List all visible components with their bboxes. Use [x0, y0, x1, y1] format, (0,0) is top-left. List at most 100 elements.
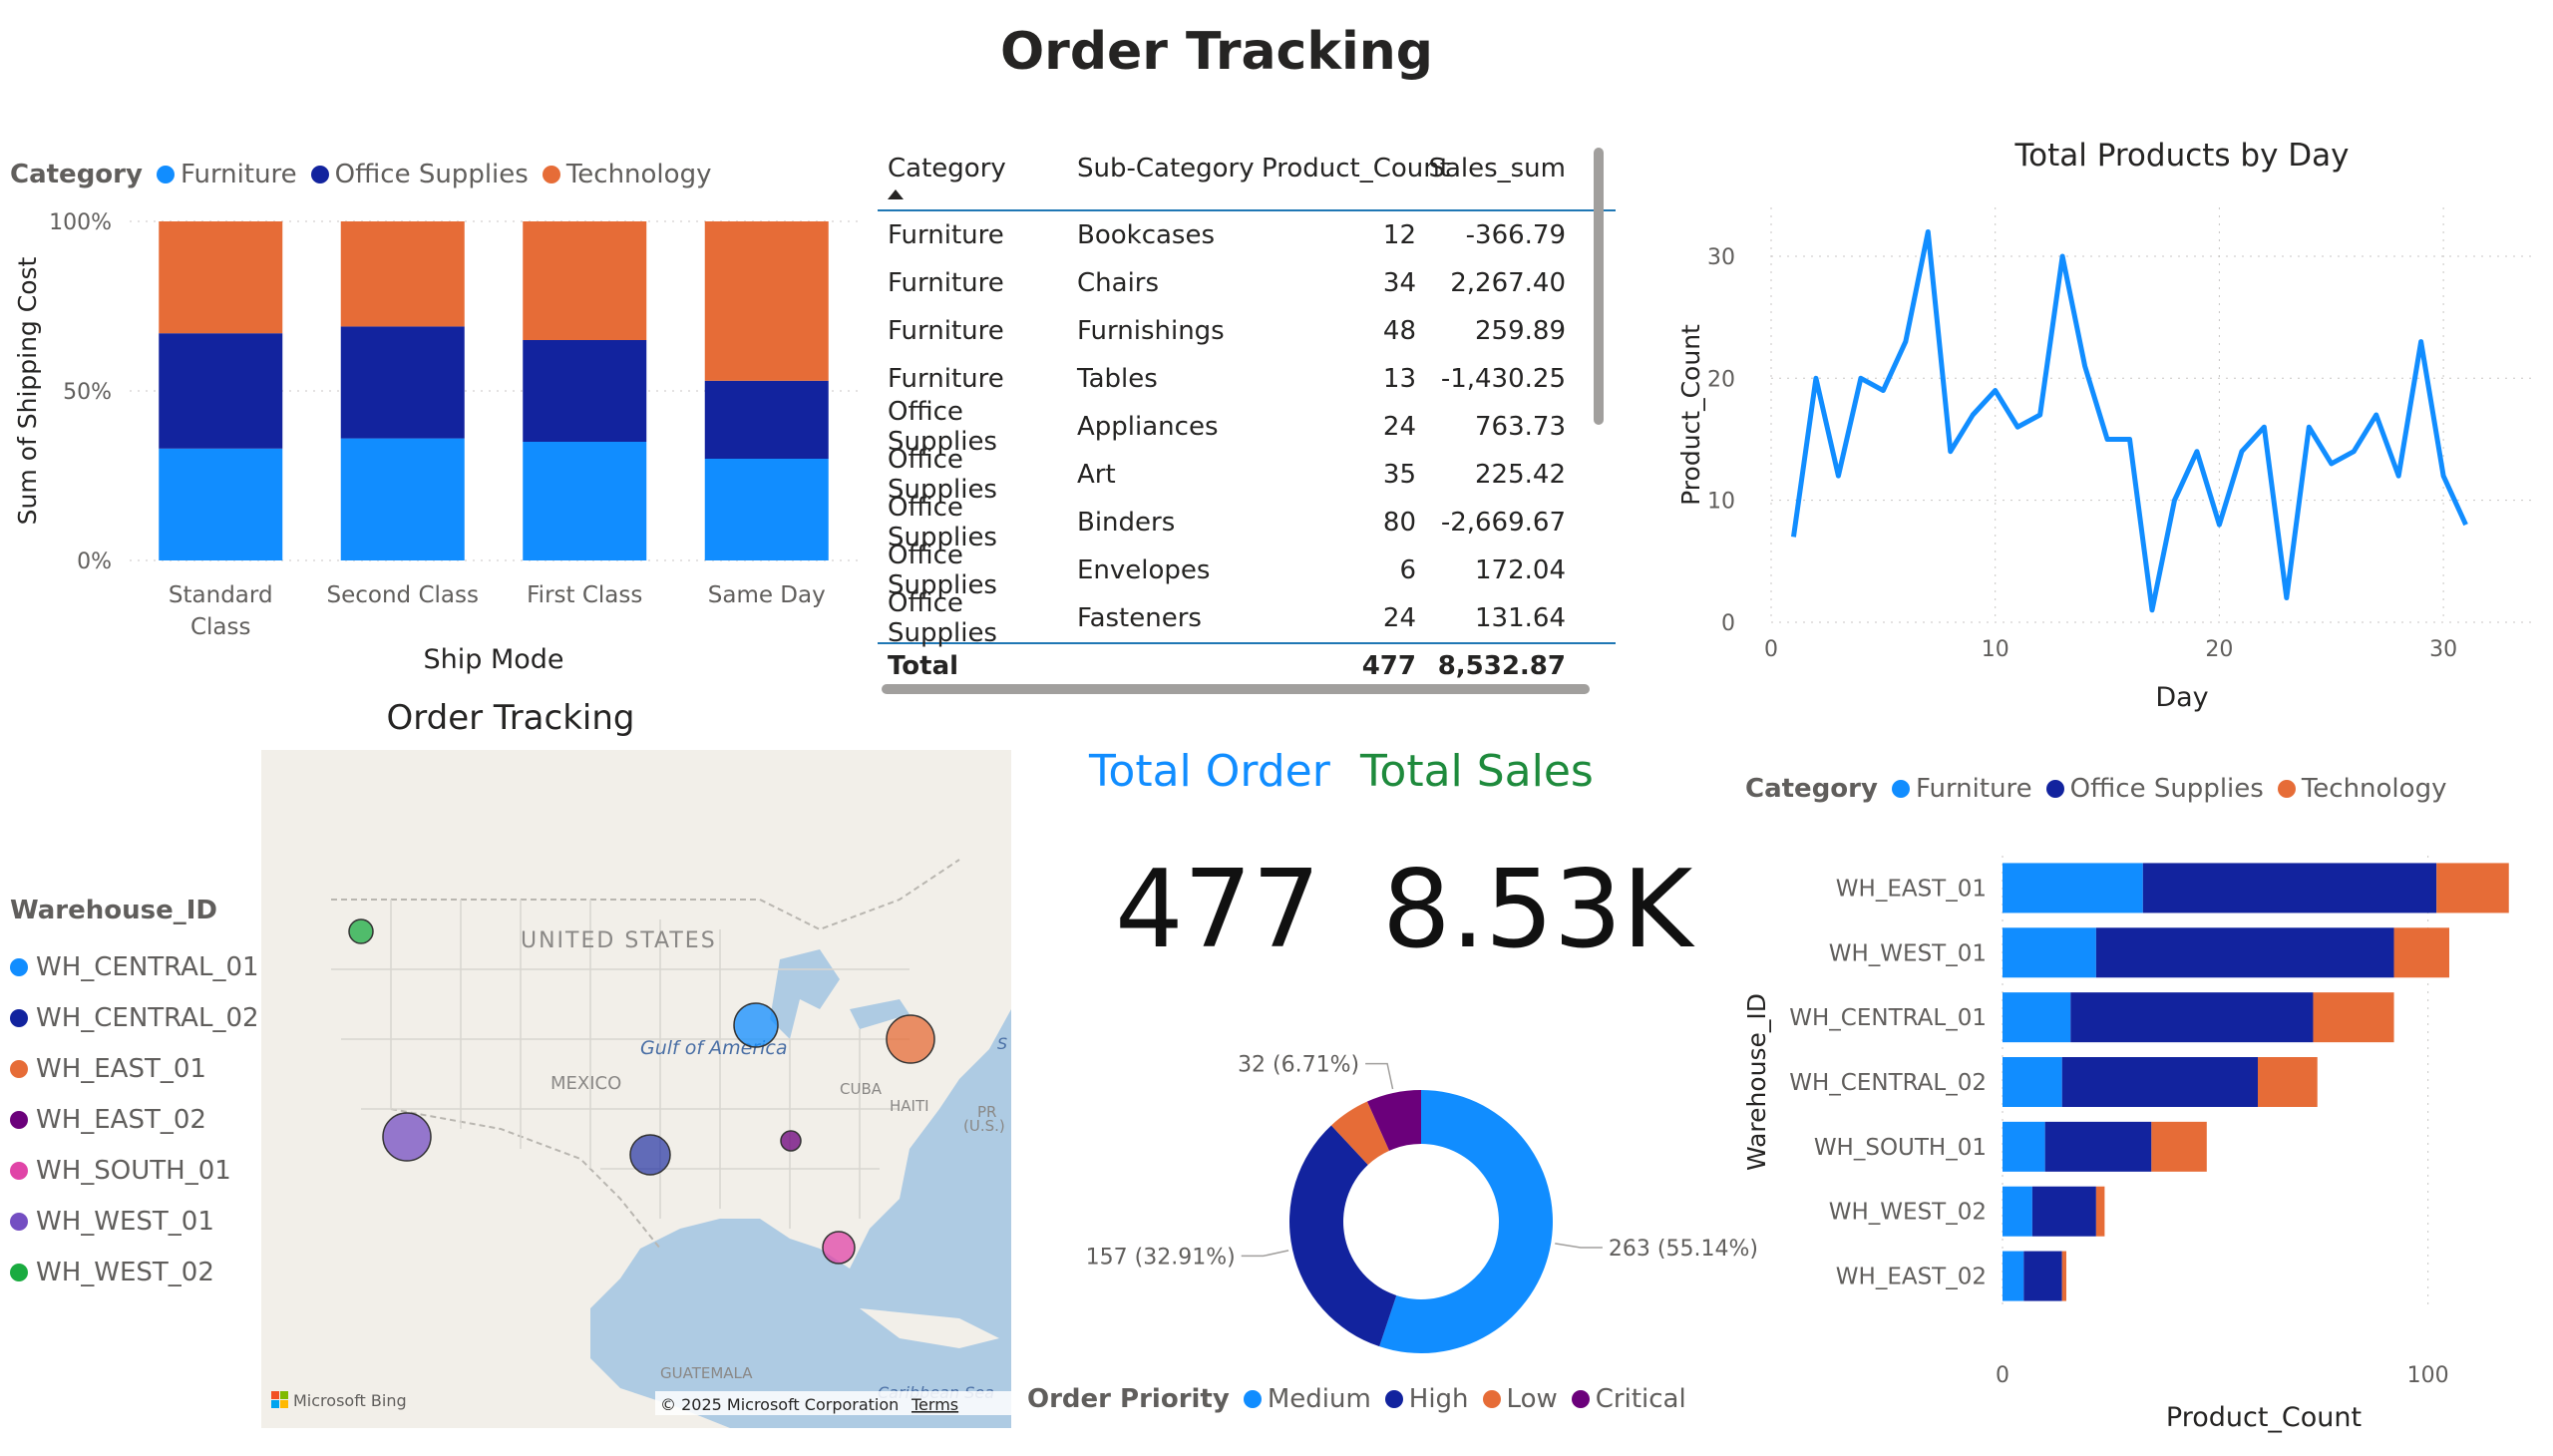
x-tick-label: 0 [1764, 637, 1778, 662]
bubble-wh-east-02[interactable] [780, 1130, 802, 1152]
medium-dot-icon [1243, 1390, 1262, 1408]
bubble-wh-central-02[interactable] [629, 1134, 671, 1176]
bar-segment[interactable] [523, 221, 647, 340]
products-by-day-chart[interactable]: Total Products by Day 0 10 20 30 0 10 20 30 Day Pr… [1655, 128, 2553, 716]
order-priority-donut[interactable]: 263 (55.14%) 157 (32.91%) 32 (6.71%) [1077, 1037, 1795, 1356]
donut-slice[interactable] [1379, 1090, 1553, 1353]
legend-title: Category [1745, 774, 1878, 804]
table-header: Category Sub-Category Product_Count Sale… [878, 140, 1616, 211]
shipping-cost-chart[interactable]: 0% 50% 100% Standard Class Second Class First … [0, 199, 878, 688]
legend-item-office-supplies[interactable]: Office Supplies [310, 160, 529, 189]
table-row[interactable]: Furniture Tables 13 -1,430.25 [878, 355, 1616, 403]
bar-segment[interactable] [159, 448, 283, 560]
bar-segment[interactable] [340, 438, 465, 560]
bar-segment[interactable] [2061, 1057, 2258, 1107]
bubble-wh-west-02[interactable] [348, 918, 374, 944]
table-row[interactable]: Furniture Bookcases 12 -366.79 [878, 211, 1616, 259]
legend-item-office-supplies[interactable]: Office Supplies [2045, 774, 2264, 804]
bar-segment[interactable] [2095, 1186, 2105, 1237]
bar-segment[interactable] [2061, 1251, 2066, 1301]
warehouse-legend-item[interactable]: WH_CENTRAL_02 [10, 992, 259, 1043]
bar-segment[interactable] [2142, 863, 2437, 913]
warehouse-legend-item[interactable]: WH_EAST_02 [10, 1094, 259, 1145]
bar-segment[interactable] [2003, 863, 2143, 913]
warehouse-legend-item[interactable]: WH_CENTRAL_01 [10, 941, 259, 992]
bar-segment[interactable] [2070, 992, 2314, 1043]
bar-segment[interactable] [523, 442, 647, 560]
legend-item-technology[interactable]: Technology [2277, 774, 2446, 804]
bar-segment[interactable] [2023, 1251, 2062, 1301]
bar-segment[interactable] [2258, 1057, 2318, 1107]
bar-segment[interactable] [2031, 1186, 2096, 1237]
category-table[interactable]: Category Sub-Category Product_Count Sale… [878, 140, 1616, 688]
bar-segment[interactable] [2095, 927, 2394, 978]
legend-item-technology[interactable]: Technology [542, 160, 711, 189]
table-row[interactable]: Office Supplies Envelopes 6 172.04 [878, 541, 1616, 600]
legend-item-critical[interactable]: Critical [1571, 1384, 1686, 1414]
table-cell: Furnishings [1077, 316, 1225, 346]
bar-segment[interactable] [2003, 1057, 2062, 1107]
table-vertical-scrollbar[interactable] [1594, 148, 1604, 425]
category-legend-warehouse: Category Furniture Office Supplies Techn… [1745, 774, 2460, 804]
table-cell: Appliances [1077, 412, 1219, 442]
legend-item-furniture[interactable]: Furniture [156, 160, 297, 189]
table-cell: 13 [1382, 364, 1416, 394]
bar-segment[interactable] [2003, 1121, 2045, 1172]
table-row[interactable]: Furniture Chairs 34 2,267.40 [878, 259, 1616, 307]
map-canvas[interactable]: UNITED STATES Gulf of America MEXICO CUB… [261, 750, 1011, 1428]
header-category[interactable]: Category [888, 154, 1006, 183]
table-row[interactable]: Furniture Furnishings 48 259.89 [878, 307, 1616, 355]
bubble-wh-east-01[interactable] [886, 1014, 935, 1064]
donut-slice[interactable] [1330, 1101, 1390, 1165]
warehouse-legend-item[interactable]: WH_WEST_01 [10, 1196, 259, 1247]
bar-segment[interactable] [704, 221, 829, 381]
order-map[interactable]: UNITED STATES Gulf of America MEXICO CUB… [261, 750, 1011, 1428]
bar-segment[interactable] [2044, 1121, 2152, 1172]
table-cell: 131.64 [1475, 603, 1566, 633]
table-horizontal-scrollbar[interactable] [882, 684, 1590, 694]
warehouse-dot-icon [10, 1059, 28, 1078]
header-product-count[interactable]: Product_Count [1262, 154, 1450, 183]
terms-link[interactable]: Terms [911, 1395, 958, 1414]
bar-segment[interactable] [2003, 927, 2096, 978]
table-row[interactable]: Office Supplies Art 35 225.42 [878, 445, 1616, 505]
x-tick-label: 100 [2407, 1363, 2449, 1388]
series-line[interactable] [1790, 228, 2468, 613]
bubble-wh-west-01[interactable] [382, 1112, 432, 1162]
bar-segment[interactable] [2436, 863, 2509, 913]
bar-segment[interactable] [340, 221, 465, 327]
bar-segment[interactable] [2003, 1186, 2032, 1237]
bar-segment[interactable] [2003, 992, 2071, 1043]
bar-segment[interactable] [2313, 992, 2394, 1043]
table-cell: -2,669.67 [1440, 508, 1566, 538]
warehouse-legend-item[interactable]: WH_WEST_02 [10, 1247, 259, 1297]
header-sales-sum[interactable]: Sales_sum [1428, 154, 1566, 183]
warehouse-bar-chart[interactable]: 0 100 WH_EAST_01 WH_WEST_01 WH_CENTRAL_01 WH_… [1735, 818, 2553, 1436]
bar-segment[interactable] [2151, 1121, 2207, 1172]
warehouse-legend-item[interactable]: WH_EAST_01 [10, 1043, 259, 1094]
bar-segment[interactable] [704, 380, 829, 459]
table-row[interactable]: Office Supplies Appliances 24 763.73 [878, 397, 1616, 457]
bar-segment[interactable] [704, 459, 829, 560]
legend-item-low[interactable]: Low [1482, 1384, 1558, 1414]
office-supplies-dot-icon [310, 166, 329, 183]
legend-title: Category [10, 160, 143, 189]
header-sub-category[interactable]: Sub-Category [1077, 154, 1255, 183]
warehouse-legend-item[interactable]: WH_SOUTH_01 [10, 1145, 259, 1196]
bar-segment[interactable] [159, 333, 283, 449]
bar-segment[interactable] [2003, 1251, 2024, 1301]
warehouse-legend-title: Warehouse_ID [10, 896, 217, 925]
donut-slice[interactable] [1289, 1125, 1397, 1347]
table-row[interactable]: Office Supplies Binders 80 -2,669.67 [878, 493, 1616, 552]
bar-segment[interactable] [523, 340, 647, 442]
bar-segment[interactable] [340, 326, 465, 439]
bubble-wh-south-01[interactable] [822, 1231, 856, 1265]
bar-segment[interactable] [2393, 927, 2449, 978]
legend-item-medium[interactable]: Medium [1243, 1384, 1371, 1414]
bubble-wh-central-01[interactable] [733, 1002, 779, 1048]
bar-segment[interactable] [159, 221, 283, 334]
donut-slice[interactable] [1366, 1090, 1421, 1151]
legend-item-furniture[interactable]: Furniture [1891, 774, 2032, 804]
legend-item-high[interactable]: High [1384, 1384, 1469, 1414]
table-row[interactable]: Office Supplies Fasteners 24 131.64 [878, 588, 1616, 648]
